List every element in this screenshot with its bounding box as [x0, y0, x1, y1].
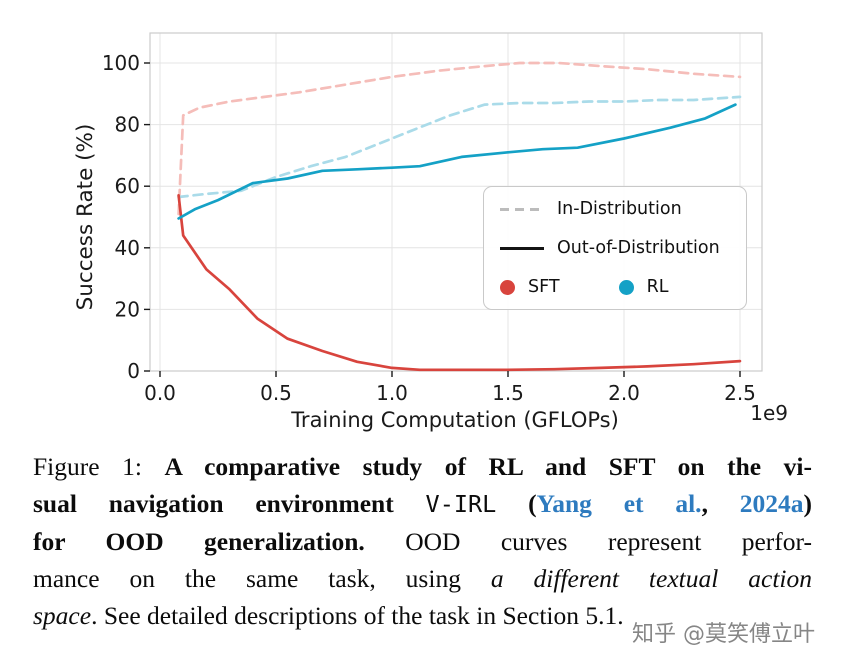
- caption-line: space. See detailed descriptions of the …: [33, 597, 812, 634]
- rl-color-dot: [618, 279, 634, 295]
- caption-text: Figure 1:: [33, 452, 165, 481]
- figure-caption: Figure 1: A comparative study of RL and …: [33, 448, 812, 634]
- legend-row-in-distribution: In-Distribution: [500, 199, 730, 219]
- caption-text: (: [496, 489, 537, 518]
- y-tick-label: 40: [115, 236, 140, 260]
- y-tick-label: 80: [115, 113, 140, 137]
- legend-label-sft: SFT: [528, 277, 560, 297]
- y-tick-label: 0: [127, 359, 140, 383]
- line-chart: 0.0 0.5 1.0 1.5 2.0 2.5 0 20 40 60 80 100 Training C…: [73, 32, 788, 432]
- x-tick-label: 2.5: [724, 381, 756, 405]
- y-tick-label: 20: [115, 297, 140, 321]
- y-tick-label: 60: [115, 174, 140, 198]
- y-tick-label: 100: [102, 51, 140, 75]
- caption-text: V-IRL: [425, 490, 497, 518]
- legend-row-out-of-distribution: Out-of-Distribution: [500, 238, 730, 258]
- x-tick-label: 1.0: [376, 381, 408, 405]
- legend-row-methods: SFT RL: [500, 277, 730, 297]
- x-tick-label: 1.5: [492, 381, 524, 405]
- x-tick-label: 0.0: [144, 381, 176, 405]
- out-of-distribution-line-sample: [500, 246, 544, 250]
- caption-text: OOD curves represent perfor-: [364, 527, 812, 556]
- caption-text: space: [33, 601, 92, 630]
- in-distribution-line-sample: [500, 207, 544, 211]
- sft-color-dot: [500, 279, 515, 295]
- caption-text: A comparative study of RL and SFT on the…: [164, 452, 812, 481]
- series-line-rl-in-distribution: [177, 95, 742, 199]
- caption-text: . See detailed descriptions of the task …: [91, 601, 624, 630]
- series-line-sft-in-distribution: [177, 61, 742, 216]
- chart-legend: In-Distribution Out-of-Distribution SFT …: [483, 186, 747, 310]
- watermark: 知乎 @莫笑傅立叶: [627, 615, 820, 649]
- caption-line: Figure 1: A comparative study of RL and …: [33, 448, 812, 485]
- legend-label-rl: RL: [646, 277, 669, 297]
- caption-line: mance on the same task, using a differen…: [33, 560, 812, 597]
- caption-text: ,: [701, 489, 740, 518]
- legend-label-out-of-distribution: Out-of-Distribution: [557, 238, 720, 258]
- citation-link[interactable]: 2024a: [739, 489, 804, 518]
- caption-line: sual navigation environment V-IRL (Yang …: [33, 485, 812, 523]
- y-axis-label: Success Rate (%): [73, 124, 98, 311]
- chart-canvas: 0.0 0.5 1.0 1.5 2.0 2.5 0 20 40 60 80 100 Training C…: [73, 32, 788, 432]
- x-tick-label: 0.5: [260, 381, 292, 405]
- x-tick-label: 2.0: [608, 381, 640, 405]
- caption-text: sual navigation environment: [33, 489, 426, 518]
- caption-line: for OOD generalization. OOD curves repre…: [33, 523, 812, 560]
- citation-link[interactable]: Yang et al.: [536, 489, 702, 518]
- legend-label-in-distribution: In-Distribution: [557, 199, 682, 219]
- caption-text: a different textual action: [490, 564, 812, 593]
- series-line-rl-out-of-distribution: [177, 103, 737, 220]
- series-line-sft-out-of-distribution: [177, 194, 742, 372]
- caption-text: ): [803, 489, 813, 518]
- x-axis-label: Training Computation (GFLOPs): [290, 408, 619, 432]
- caption-text: mance on the same task, using: [33, 564, 491, 593]
- x-axis-offset-text: 1e9: [750, 401, 788, 425]
- caption-text: for OOD generalization.: [33, 527, 365, 556]
